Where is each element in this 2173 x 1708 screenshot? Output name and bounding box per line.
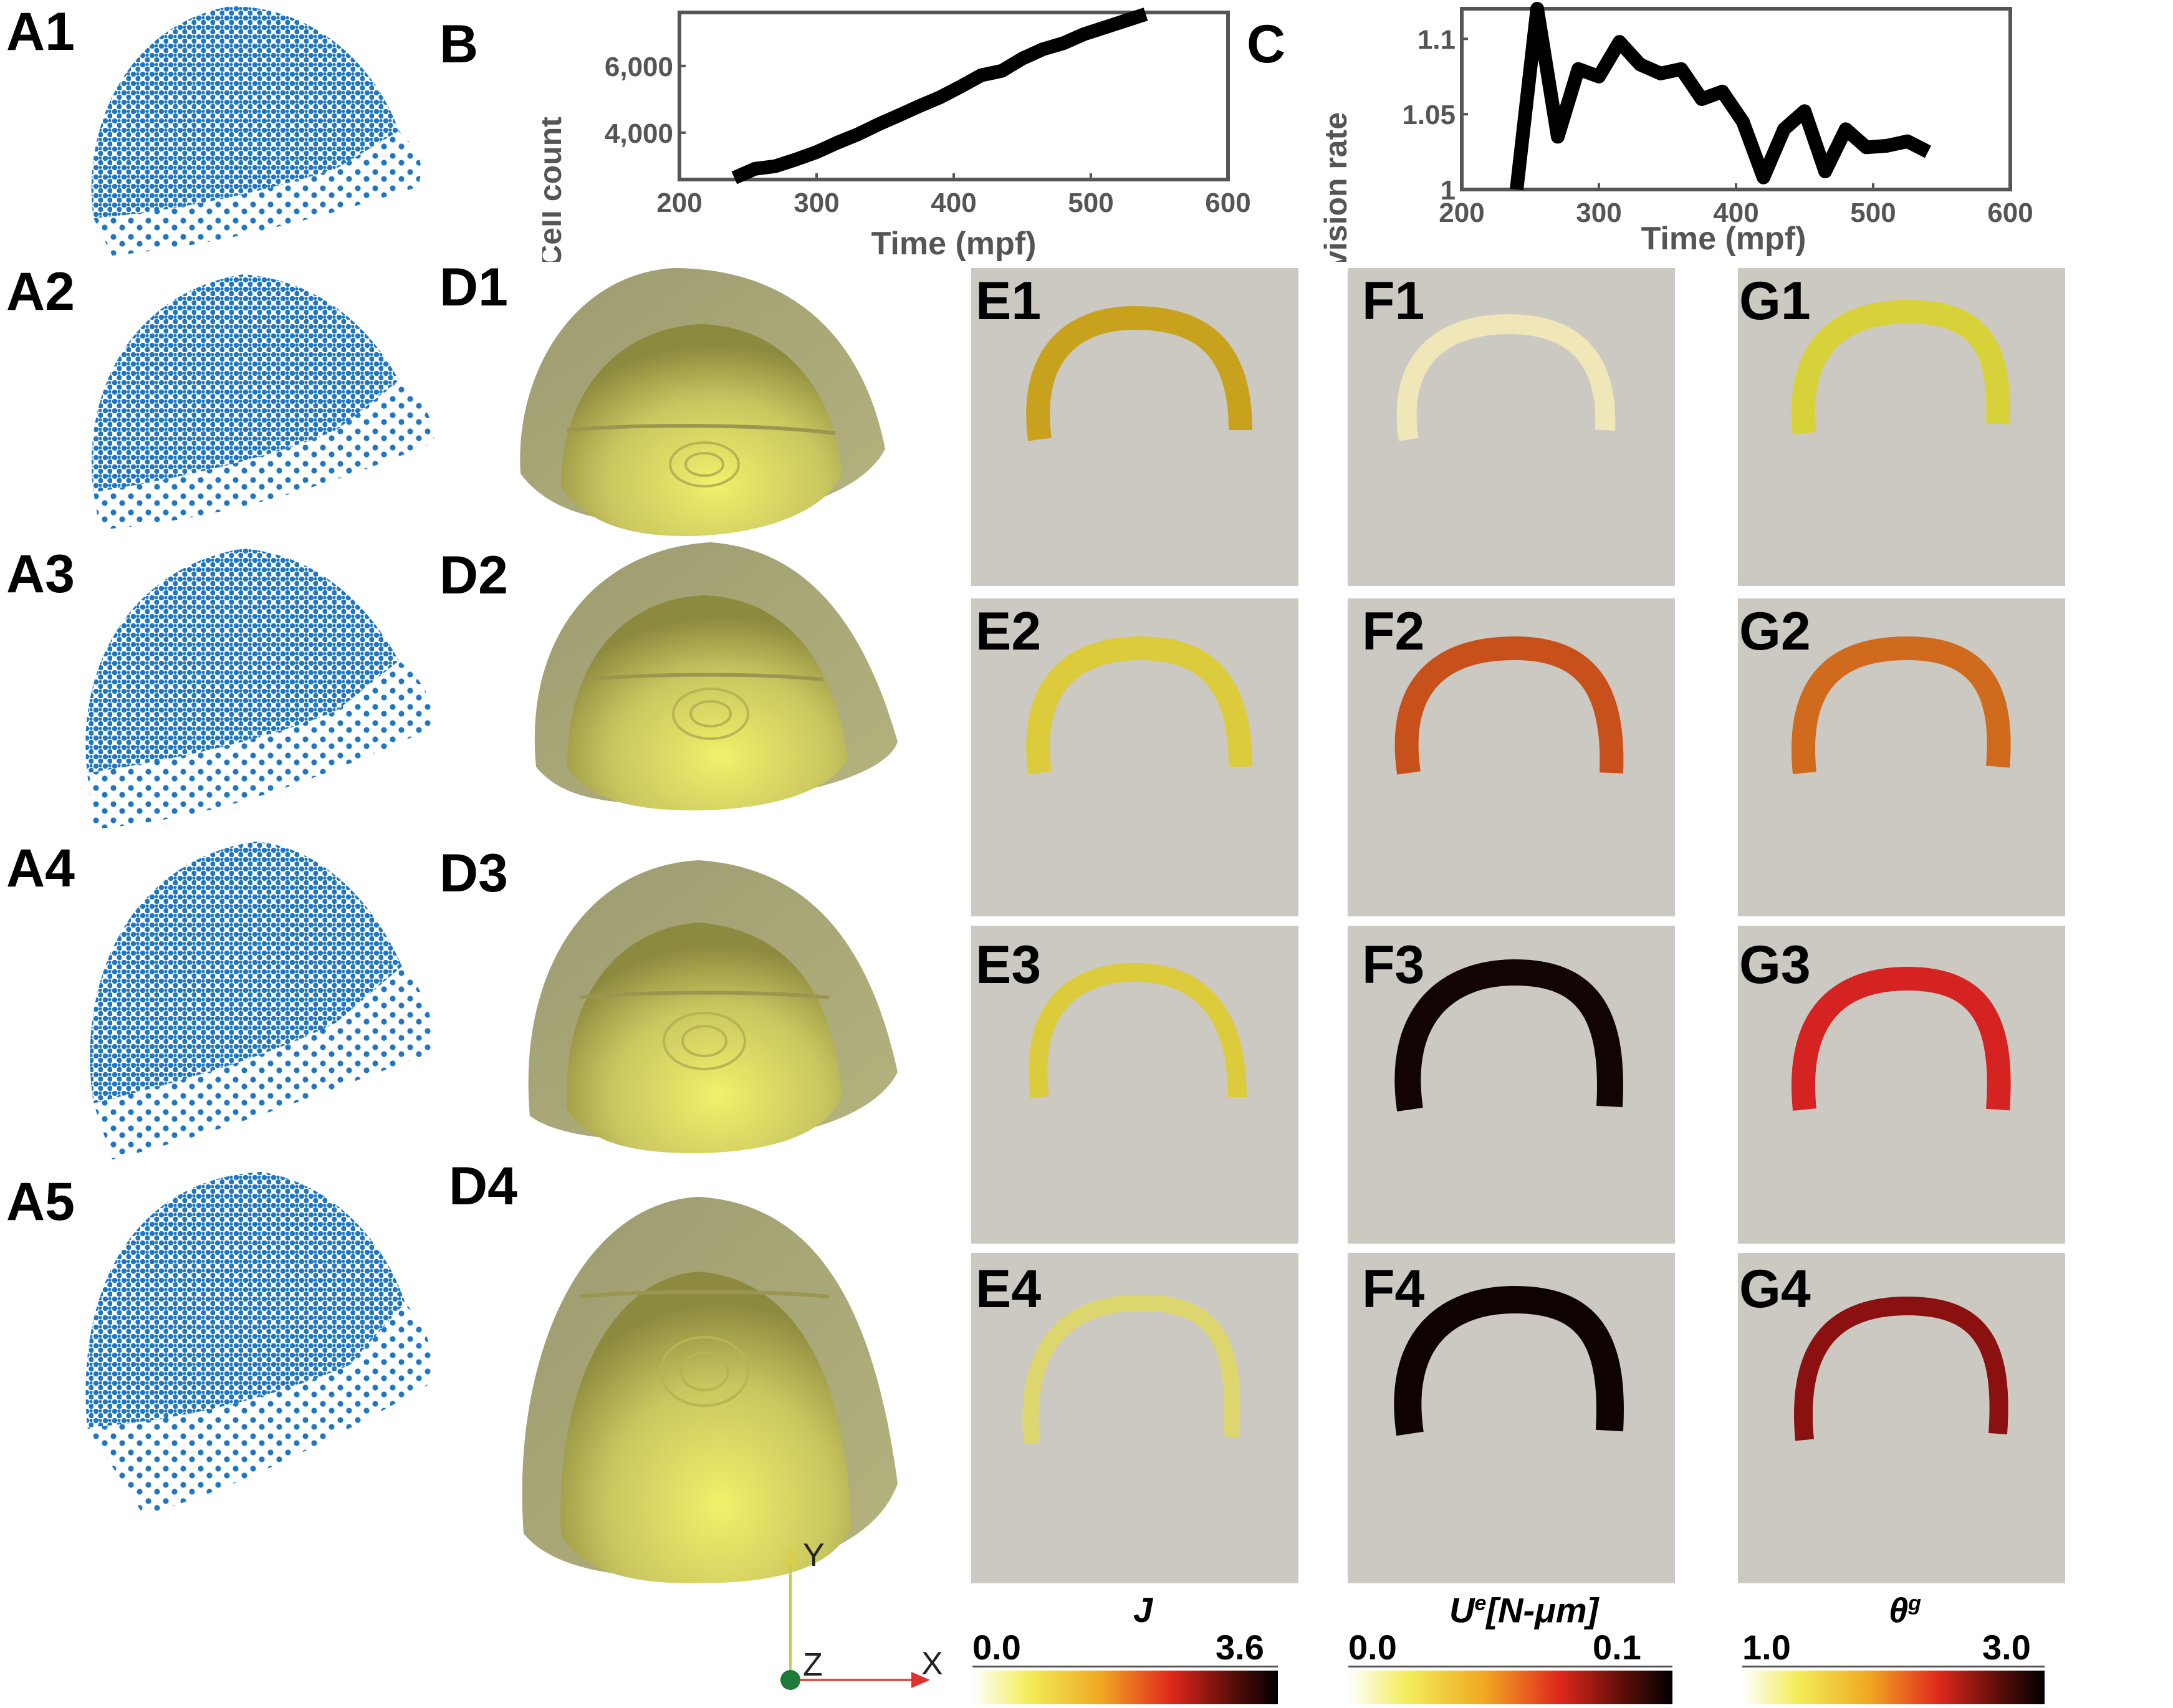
colorbar-e-title: J bbox=[1133, 1590, 1153, 1629]
x-tick-label: 300 bbox=[1576, 198, 1621, 228]
dome-d-panels bbox=[520, 268, 898, 1583]
colorbar-g-title-main: θ bbox=[1889, 1590, 1909, 1630]
x-tick-label: 200 bbox=[656, 188, 702, 218]
chart-b-ylabel: Cell count bbox=[542, 117, 568, 262]
arc-e3 bbox=[1029, 962, 1247, 1098]
panel-label-f1: F1 bbox=[1362, 271, 1425, 331]
colorbar-e-tickline bbox=[972, 1666, 1278, 1674]
x-tick-label: 400 bbox=[931, 188, 976, 218]
triad-y-label: Y bbox=[803, 1540, 825, 1573]
panel-label-d1: D1 bbox=[439, 257, 508, 317]
colorbar-g-tickline bbox=[1742, 1666, 2045, 1674]
triad-z-label: Z bbox=[803, 1647, 823, 1683]
chart-c-ylabel: Division rate bbox=[1322, 112, 1353, 262]
colorbar-g-title: θg bbox=[1889, 1593, 1921, 1628]
panel-label-f2: F2 bbox=[1362, 602, 1425, 661]
dome-d4 bbox=[522, 1197, 898, 1583]
panel-label-d4: D4 bbox=[449, 1156, 517, 1216]
y-tick-label: 1.05 bbox=[1402, 100, 1456, 130]
chart-c-series-line bbox=[1510, 2, 1932, 191]
panel-label-e3: E3 bbox=[976, 935, 1042, 995]
colorbar-g-title-sup: g bbox=[1908, 1591, 1922, 1615]
panel-label-a5: A5 bbox=[6, 1172, 75, 1232]
chart-b-series-line bbox=[731, 7, 1148, 185]
colorbar-f-title: Ue[N-μm] bbox=[1449, 1593, 1598, 1628]
scatter-a-panels bbox=[85, 6, 434, 1515]
panel-label-e1: E1 bbox=[976, 271, 1042, 331]
panel-label-a3: A3 bbox=[6, 544, 75, 604]
arc-e4 bbox=[1022, 1294, 1240, 1444]
colorbar-e bbox=[972, 1671, 1278, 1704]
dome-d1 bbox=[520, 268, 885, 536]
colorbar-f-max-label: 0.1 bbox=[1593, 1628, 1641, 1667]
colorbar-g-min-label: 1.0 bbox=[1742, 1628, 1791, 1667]
arc-e1 bbox=[1026, 305, 1252, 441]
arc-f1 bbox=[1396, 314, 1616, 441]
y-tick-label: 6,000 bbox=[605, 52, 673, 82]
arc-g3 bbox=[1792, 966, 2011, 1111]
colorbar-f-title-unit: [N-μm] bbox=[1486, 1590, 1599, 1630]
colorbar-f-title-sup: e bbox=[1474, 1591, 1487, 1615]
axis-triad: Y Z X bbox=[780, 1540, 943, 1690]
arc-g1 bbox=[1792, 299, 2010, 435]
dome-d2 bbox=[534, 542, 898, 810]
panel-label-g1: G1 bbox=[1739, 271, 1811, 331]
panel-label-e4: E4 bbox=[976, 1259, 1042, 1319]
panel-label-a2: A2 bbox=[6, 262, 75, 322]
chart-c-division-rate: 200 300 400 500 600 1 1.05 1.1 Division rate Ti… bbox=[1322, 2, 2033, 262]
triad-y-arrow bbox=[783, 1546, 798, 1565]
chart-c-xlabel: Time (mpf) bbox=[1641, 221, 1806, 257]
x-tick-label: 500 bbox=[1068, 188, 1113, 218]
colorbar-g-max-label: 3.0 bbox=[1982, 1628, 2031, 1667]
y-tick-label: 1 bbox=[1441, 175, 1456, 206]
panel-label-g4: G4 bbox=[1739, 1259, 1811, 1319]
arc-g2 bbox=[1792, 636, 2011, 774]
x-tick-label: 300 bbox=[794, 188, 839, 218]
arc-f2 bbox=[1394, 636, 1624, 775]
colorbar-e-min-label: 0.0 bbox=[972, 1628, 1021, 1667]
colorbar-f-tickline bbox=[1348, 1666, 1672, 1674]
panel-label-e2: E2 bbox=[976, 602, 1042, 661]
scatter-a3 bbox=[85, 549, 433, 829]
arc-g4 bbox=[1794, 1296, 2008, 1441]
x-tick-label: 600 bbox=[1205, 188, 1250, 218]
panel-label-g3: G3 bbox=[1739, 935, 1811, 995]
chart-b-xlabel: Time (mpf) bbox=[871, 226, 1037, 262]
arc-f4 bbox=[1394, 1285, 1624, 1436]
scatter-a4 bbox=[90, 842, 433, 1159]
chart-b-cell-count: 200 300 400 500 600 4,000 6,000 Cell count Tim… bbox=[542, 7, 1251, 262]
panel-label-g2: G2 bbox=[1739, 602, 1811, 661]
colorbar-f-title-main: U bbox=[1449, 1590, 1475, 1630]
panel-label-d2: D2 bbox=[439, 545, 508, 605]
y-tick-label: 4,000 bbox=[605, 118, 673, 149]
y-tick-label: 1.1 bbox=[1417, 24, 1456, 55]
triad-x-label: X bbox=[921, 1646, 943, 1682]
colorbar-f-min-label: 0.0 bbox=[1348, 1628, 1397, 1667]
triad-x-arrow bbox=[911, 1672, 930, 1688]
x-tick-label: 600 bbox=[1987, 198, 2033, 228]
panel-label-f4: F4 bbox=[1362, 1259, 1425, 1319]
panel-label-f3: F3 bbox=[1362, 935, 1425, 995]
colorbar-g bbox=[1742, 1671, 2045, 1704]
x-tick-label: 400 bbox=[1713, 198, 1758, 228]
panel-label-b: B bbox=[439, 14, 479, 74]
triad-z-dot bbox=[780, 1670, 800, 1690]
arc-e2 bbox=[1026, 636, 1252, 775]
scatter-a2 bbox=[92, 274, 434, 530]
x-tick-label: 200 bbox=[1439, 198, 1484, 228]
panel-label-d3: D3 bbox=[439, 843, 508, 903]
panel-label-c: C bbox=[1247, 14, 1286, 74]
colorbar-f bbox=[1348, 1671, 1672, 1704]
x-tick-label: 500 bbox=[1850, 198, 1896, 228]
panel-label-a4: A4 bbox=[6, 838, 75, 898]
scatter-a1 bbox=[91, 6, 421, 256]
colorbar-e-max-label: 3.6 bbox=[1216, 1628, 1264, 1667]
arc-f3 bbox=[1394, 959, 1623, 1112]
scatter-a5 bbox=[85, 1172, 433, 1515]
dome-d3 bbox=[528, 860, 898, 1153]
panel-label-a1: A1 bbox=[6, 2, 75, 62]
